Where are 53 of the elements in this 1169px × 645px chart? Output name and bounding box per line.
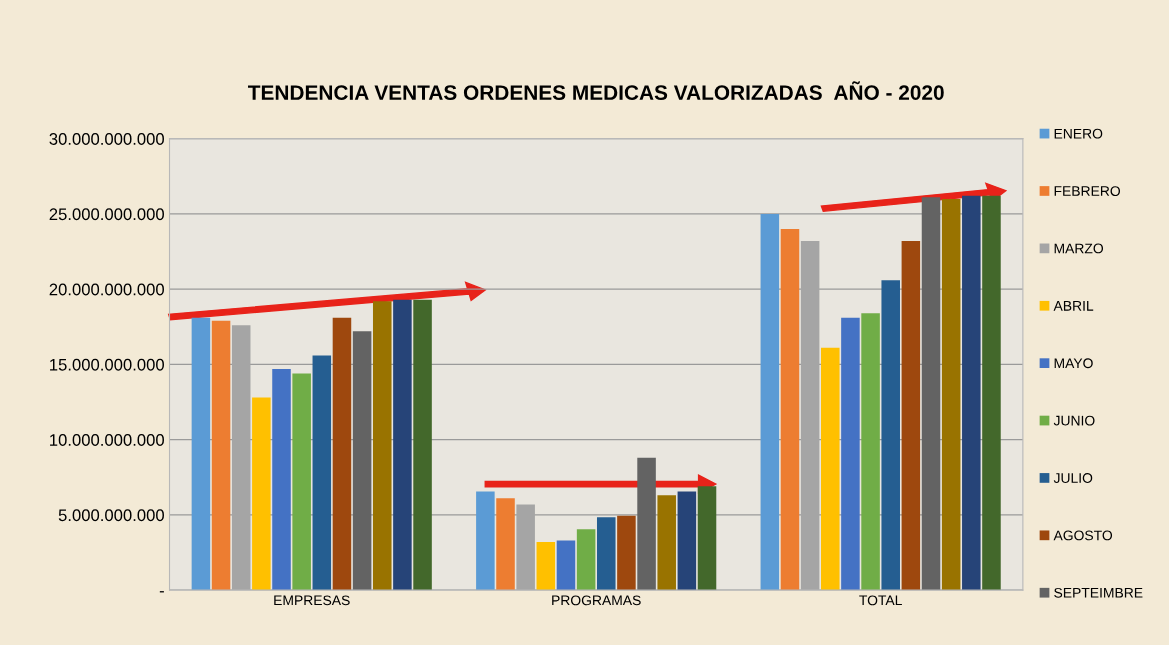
bar (760, 213, 780, 591)
bar (372, 301, 392, 591)
bar (556, 540, 576, 591)
bar (536, 542, 556, 591)
bar (821, 347, 840, 591)
chart-title: TENDENCIA VENTAS ORDENES MEDICAS VALORIZADAS AÑO - 2020 (248, 81, 944, 100)
bar (352, 331, 372, 591)
bar (272, 368, 291, 591)
bar (211, 320, 231, 591)
y-tick-label: 25.000.000.000 (49, 208, 164, 221)
bar (982, 195, 1001, 591)
legend-label: FEBRERO (1054, 186, 1121, 196)
bar (332, 317, 352, 591)
bar (881, 280, 900, 591)
bar (496, 498, 515, 591)
bar (962, 195, 981, 591)
bar (677, 491, 697, 591)
x-tick-label: TOTAL (859, 595, 902, 606)
legend-label: JUNIO (1053, 415, 1095, 426)
bar (921, 197, 941, 591)
bar (597, 517, 616, 591)
bar (941, 198, 961, 591)
legend-label: AGOSTO (1053, 530, 1113, 541)
bar (780, 228, 800, 591)
legend-label: ABRIL (1053, 301, 1094, 311)
bar (393, 299, 412, 591)
legend-label: MARZO (1054, 243, 1104, 254)
bar (576, 529, 596, 591)
x-tick-label: EMPRESAS (274, 595, 350, 606)
y-tick-label: 20.000.000.000 (49, 283, 164, 296)
x-tick-label: PROGRAMAS (552, 595, 641, 606)
bar (252, 397, 271, 591)
legend-label: SEPTEIMBRE (1054, 587, 1143, 598)
bar (657, 495, 676, 591)
bar (413, 299, 432, 591)
bar (861, 313, 880, 591)
legend-label: ENERO (1054, 128, 1103, 139)
legend-label: MAYO (1054, 358, 1093, 369)
bar (901, 241, 921, 591)
y-tick-label: 15.000.000.000 (50, 358, 164, 371)
legend-label: JULIO (1053, 473, 1093, 483)
y-tick-label: 30.000.000.000 (49, 133, 164, 145)
bar (312, 355, 332, 591)
bar (637, 457, 656, 591)
y-tick-label: 10.000.000.000 (50, 434, 164, 446)
bar (617, 515, 636, 591)
bar (697, 486, 717, 591)
bar (841, 317, 860, 591)
bar (476, 491, 495, 591)
bar (191, 317, 211, 591)
bar (292, 373, 311, 591)
y-tick-label: 5.000.000.000 (58, 509, 164, 522)
y-tick-label: - (159, 591, 164, 593)
